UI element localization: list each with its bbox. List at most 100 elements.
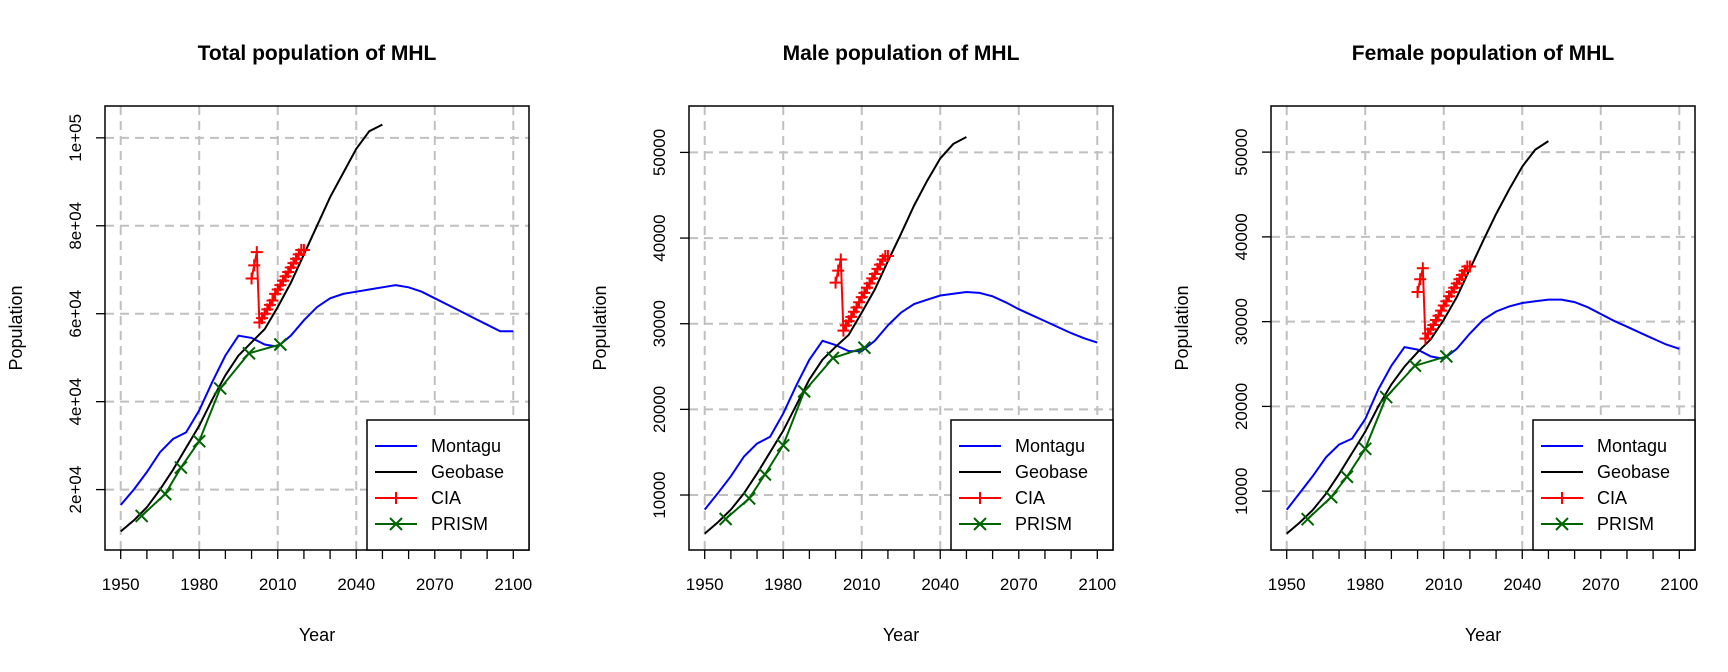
data-point-cia: [1427, 319, 1440, 332]
chart-title: Total population of MHL: [198, 42, 437, 65]
series-line-geobase: [120, 123, 383, 533]
series-line-montagu: [1285, 298, 1680, 511]
data-point-prism: [742, 491, 756, 506]
x-tick-label: 1980: [1346, 575, 1384, 594]
data-point-cia: [1440, 295, 1453, 308]
x-tick-label: 1950: [102, 575, 140, 594]
x-tick-label: 2100: [1078, 575, 1116, 594]
data-point-prism: [273, 337, 288, 352]
series-group: [1285, 140, 1680, 535]
legend-label: Geobase: [1015, 462, 1088, 482]
data-point-cia: [1416, 262, 1429, 275]
legend-label: PRISM: [431, 514, 488, 534]
x-tick-label: 2040: [1503, 575, 1541, 594]
x-tick-label: 2010: [843, 575, 881, 594]
x-tick-label: 1950: [686, 575, 724, 594]
data-point-cia: [1411, 285, 1424, 298]
data-point-prism: [1300, 512, 1315, 526]
y-axis-label: Population: [6, 285, 26, 370]
data-point-prism: [1379, 390, 1393, 404]
x-tick-label: 2010: [259, 575, 297, 594]
data-point-cia: [853, 296, 866, 309]
data-point-cia: [834, 253, 847, 266]
data-point-prism: [1324, 490, 1338, 504]
x-axis: [704, 550, 1098, 559]
y-tick-label: 50000: [1232, 128, 1251, 175]
x-tick-label: 2040: [921, 575, 959, 594]
legend-marker: [1555, 517, 1569, 531]
chart-panel-2: Female population of MHL 1950 1980 2010 2040…: [1172, 42, 1698, 645]
data-point-cia: [1435, 304, 1448, 317]
data-point-cia: [250, 246, 263, 259]
x-axis-label: Year: [1465, 625, 1501, 645]
x-axis: [1286, 550, 1680, 559]
series-line-geobase: [1286, 140, 1549, 535]
data-point-cia: [829, 276, 842, 289]
data-point-prism: [1439, 349, 1454, 364]
data-point-prism: [213, 381, 227, 396]
data-point-cia: [837, 324, 850, 337]
data-point-cia: [863, 277, 876, 290]
data-point-cia: [245, 272, 258, 285]
data-point-prism: [857, 340, 872, 355]
data-point-prism: [776, 438, 790, 453]
data-point-cia: [845, 310, 858, 323]
y-axis: [96, 137, 105, 491]
y-tick-label: 4e+04: [66, 378, 85, 426]
legend-label: PRISM: [1015, 514, 1072, 534]
y-tick-label: 6e+04: [66, 290, 85, 338]
plot-frame: [1270, 105, 1696, 551]
data-point-cia: [874, 258, 887, 271]
y-tick-label: 40000: [1232, 213, 1251, 260]
data-point-prism: [1358, 442, 1372, 456]
data-point-prism: [134, 509, 149, 523]
data-point-cia: [1432, 309, 1445, 322]
data-point-cia: [1414, 273, 1427, 286]
x-tick-label: 1950: [1268, 575, 1306, 594]
data-point-cia: [1419, 332, 1432, 345]
x-tick-label: 2040: [337, 575, 375, 594]
y-tick-label: 30000: [650, 300, 669, 347]
legend-marker: [389, 517, 403, 531]
series-line-montagu: [119, 284, 514, 506]
y-axis-label: Population: [590, 285, 610, 370]
x-tick-label: 2070: [1000, 575, 1038, 594]
y-tick-label: 2e+04: [66, 466, 85, 514]
legend-label: Geobase: [1597, 462, 1670, 482]
chart-title: Male population of MHL: [783, 42, 1020, 65]
legend-label: CIA: [431, 488, 461, 508]
y-axis-label: Population: [1172, 285, 1192, 370]
data-point-prism: [192, 434, 206, 448]
y-tick-label: 30000: [1232, 298, 1251, 345]
data-point-prism: [174, 460, 188, 475]
y-tick-label: 10000: [1232, 468, 1251, 515]
legend: Montagu Geobase CIA PRISM: [366, 419, 530, 551]
y-axis: [680, 151, 689, 496]
x-tick-label: 2070: [1582, 575, 1620, 594]
data-point-prism: [826, 351, 840, 365]
y-tick-label: 40000: [650, 214, 669, 261]
x-tick-label: 2100: [494, 575, 532, 594]
legend-label: Geobase: [431, 462, 504, 482]
legend-marker: [974, 492, 986, 504]
y-tick-label: 20000: [1232, 383, 1251, 430]
y-tick-label: 20000: [650, 386, 669, 433]
legend-label: CIA: [1015, 488, 1045, 508]
x-tick-label: 1980: [180, 575, 218, 594]
data-point-cia: [832, 264, 845, 277]
data-point-prism: [797, 384, 811, 399]
legend-label: Montagu: [431, 436, 501, 456]
y-axis: [1262, 151, 1271, 492]
data-point-cia: [868, 268, 881, 281]
x-tick-label: 1980: [764, 575, 802, 594]
data-point-prism: [718, 512, 733, 526]
data-point-cia: [881, 250, 894, 263]
y-tick-label: 8e+04: [66, 202, 85, 250]
plot-frame: [688, 105, 1114, 551]
chart-title: Female population of MHL: [1352, 42, 1615, 65]
series-line-geobase: [704, 136, 967, 535]
series-group: [703, 136, 1098, 535]
legend-marker: [973, 517, 987, 531]
legend-label: Montagu: [1015, 436, 1085, 456]
